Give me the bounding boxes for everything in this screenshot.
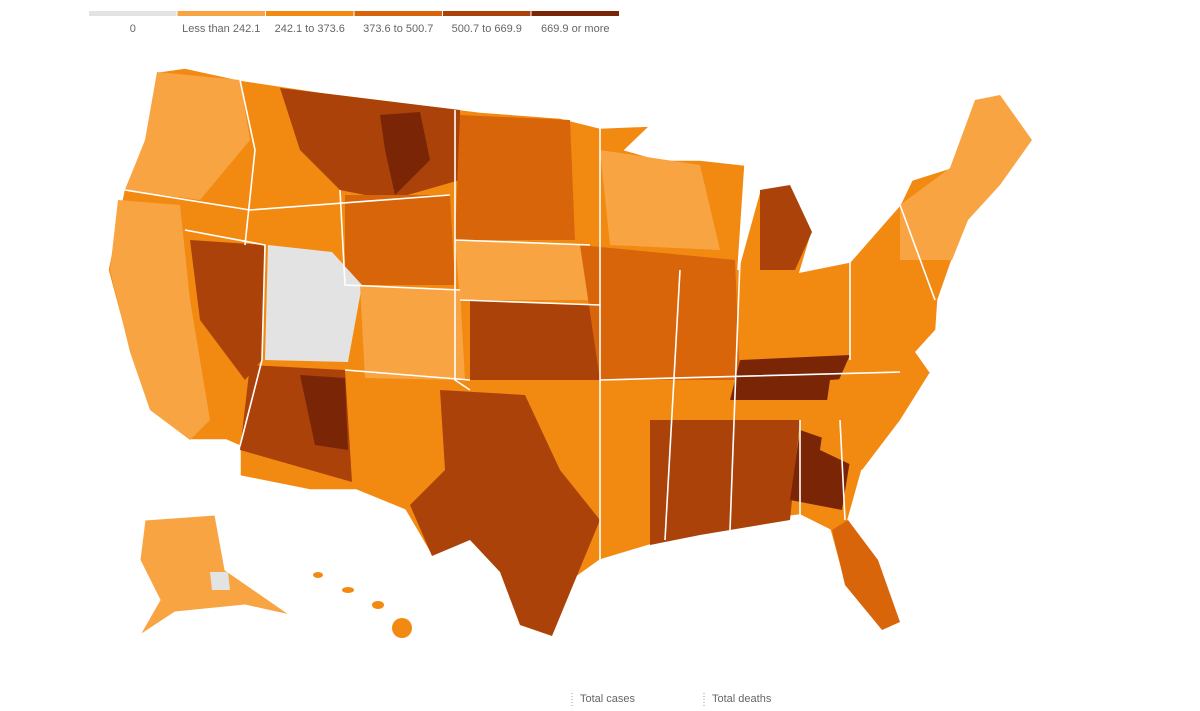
wyoming	[345, 195, 455, 285]
pacific-northwest	[125, 72, 250, 200]
kentucky	[730, 355, 850, 400]
michigan	[760, 185, 812, 270]
deep-south	[650, 420, 800, 545]
legend-label: 500.7 to 669.9	[452, 23, 522, 35]
hawaii	[342, 587, 354, 593]
northeast	[900, 95, 1032, 260]
legend-label: Less than 242.1	[182, 23, 260, 35]
dakotas	[455, 115, 575, 240]
hawaii	[392, 618, 412, 638]
carolinas	[820, 372, 930, 470]
legend: 0 Less than 242.1 242.1 to 373.6 373.6 to 5…	[89, 11, 619, 35]
legend-swatch	[443, 11, 531, 16]
colorado	[360, 285, 465, 380]
florida	[832, 520, 900, 630]
legend-swatch	[354, 11, 442, 16]
arizona-core	[300, 375, 348, 450]
montana-core	[380, 112, 430, 195]
legend-label: 242.1 to 373.6	[275, 23, 345, 35]
nebraska	[455, 240, 590, 300]
tab[interactable]: Total cases	[580, 693, 636, 705]
legend-swatch	[89, 11, 177, 16]
legend-label: 0	[130, 23, 136, 35]
state-borders	[124, 79, 936, 560]
nevada	[190, 240, 265, 380]
wisconsin	[600, 150, 720, 250]
great-basin	[265, 245, 362, 362]
legend-swatch	[531, 11, 619, 16]
hawaii	[372, 601, 384, 609]
tab[interactable]: Total deaths	[712, 693, 772, 705]
texas	[410, 390, 600, 636]
us-map	[107, 67, 1033, 638]
legend-label: 669.9 or more	[541, 23, 609, 35]
tabs: Total cases Total deaths	[571, 693, 772, 706]
legend-swatch	[266, 11, 354, 16]
border	[124, 79, 936, 560]
midwest	[580, 245, 740, 380]
kansas	[470, 300, 600, 380]
west-coast	[110, 200, 210, 440]
legend-label: 373.6 to 500.7	[363, 23, 433, 35]
hawaii	[313, 572, 323, 578]
alaska-gray	[210, 572, 230, 590]
legend-swatch	[177, 11, 265, 16]
